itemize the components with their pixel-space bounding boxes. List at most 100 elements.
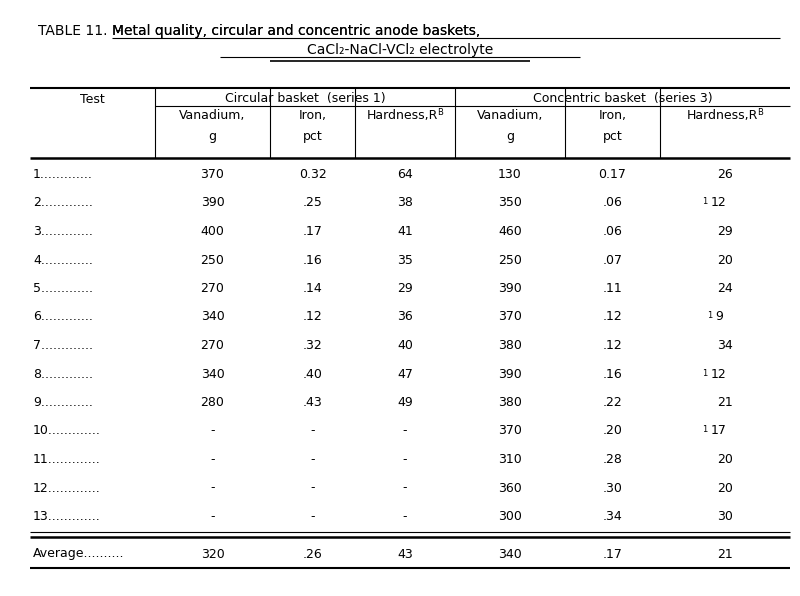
Text: .11: .11 [602,282,622,295]
Text: 310: 310 [498,453,522,466]
Text: 11.............: 11............. [33,453,101,466]
Text: pct: pct [602,130,622,143]
Text: 26: 26 [717,168,733,181]
Text: -: - [402,510,407,523]
Text: 300: 300 [498,510,522,523]
Text: 47: 47 [397,368,413,380]
Text: 380: 380 [498,339,522,352]
Text: -: - [310,453,314,466]
Text: .17: .17 [602,548,622,560]
Text: 370: 370 [498,311,522,324]
Text: 270: 270 [201,339,225,352]
Text: .16: .16 [302,253,322,266]
Text: -: - [210,453,214,466]
Text: 43: 43 [397,548,413,560]
Text: 29: 29 [397,282,413,295]
Text: 370: 370 [498,424,522,437]
Text: 5.............: 5............. [33,282,93,295]
Text: g: g [506,130,514,143]
Text: .16: .16 [602,368,622,380]
Text: -: - [210,482,214,495]
Text: .12: .12 [602,339,622,352]
Text: Vanadium,: Vanadium, [179,109,246,122]
Text: -: - [310,424,314,437]
Text: .25: .25 [302,197,322,210]
Text: 250: 250 [498,253,522,266]
Text: .12: .12 [302,311,322,324]
Text: B: B [757,108,763,117]
Text: 12.............: 12............. [33,482,101,495]
Text: 7.............: 7............. [33,339,93,352]
Text: 340: 340 [201,311,224,324]
Text: 20: 20 [717,482,733,495]
Text: .43: .43 [302,396,322,409]
Text: 13.............: 13............. [33,510,101,523]
Text: 20: 20 [717,253,733,266]
Text: 34: 34 [717,339,733,352]
Text: .06: .06 [602,225,622,238]
Text: .26: .26 [302,548,322,560]
Text: 1: 1 [706,312,712,321]
Text: B: B [437,108,443,117]
Text: .30: .30 [602,482,622,495]
Text: 390: 390 [498,368,522,380]
Text: .14: .14 [302,282,322,295]
Text: CaCl₂-NaCl-VCl₂ electrolyte: CaCl₂-NaCl-VCl₂ electrolyte [307,43,493,57]
Text: 24: 24 [717,282,733,295]
Text: 370: 370 [201,168,225,181]
Text: 2.............: 2............. [33,197,93,210]
Text: 280: 280 [201,396,225,409]
Text: 3.............: 3............. [33,225,93,238]
Text: 0.32: 0.32 [298,168,326,181]
Text: 1: 1 [702,426,707,434]
Text: 130: 130 [498,168,522,181]
Text: 360: 360 [498,482,522,495]
Text: Iron,: Iron, [598,109,626,122]
Text: -: - [310,510,314,523]
Text: 4.............: 4............. [33,253,93,266]
Text: 8.............: 8............. [33,368,93,380]
Text: 6.............: 6............. [33,311,93,324]
Text: 10.............: 10............. [33,424,101,437]
Text: 20: 20 [717,453,733,466]
Text: .17: .17 [302,225,322,238]
Text: 49: 49 [397,396,413,409]
Text: pct: pct [302,130,322,143]
Text: TABLE 11.  -: TABLE 11. - [38,24,126,38]
Text: 41: 41 [397,225,413,238]
Text: .12: .12 [602,311,622,324]
Text: -: - [402,482,407,495]
Text: 400: 400 [201,225,225,238]
Text: 9.............: 9............. [33,396,93,409]
Text: 340: 340 [498,548,522,560]
Text: 21: 21 [717,396,733,409]
Text: 12: 12 [711,368,727,380]
Text: Circular basket  (series 1): Circular basket (series 1) [225,92,386,105]
Text: Hardness,R: Hardness,R [366,109,438,122]
Text: g: g [209,130,217,143]
Text: Average..........: Average.......... [33,548,125,560]
Text: .32: .32 [302,339,322,352]
Text: 17: 17 [711,424,727,437]
Text: 38: 38 [397,197,413,210]
Text: 0.17: 0.17 [598,168,626,181]
Text: 390: 390 [201,197,224,210]
Text: Concentric basket  (series 3): Concentric basket (series 3) [533,92,712,105]
Text: .06: .06 [602,197,622,210]
Text: -: - [210,510,214,523]
Text: .40: .40 [302,368,322,380]
Text: 270: 270 [201,282,225,295]
Text: 35: 35 [397,253,413,266]
Text: .20: .20 [602,424,622,437]
Text: Hardness,R: Hardness,R [686,109,758,122]
Text: 350: 350 [498,197,522,210]
Text: 1.............: 1............. [33,168,93,181]
Text: 21: 21 [717,548,733,560]
Text: Test: Test [80,93,105,106]
Text: -: - [402,424,407,437]
Text: .07: .07 [602,253,622,266]
Text: 9: 9 [715,311,723,324]
Text: Metal quality, circular and concentric anode baskets,: Metal quality, circular and concentric a… [112,24,480,38]
Text: 12: 12 [711,197,727,210]
Text: 64: 64 [397,168,413,181]
